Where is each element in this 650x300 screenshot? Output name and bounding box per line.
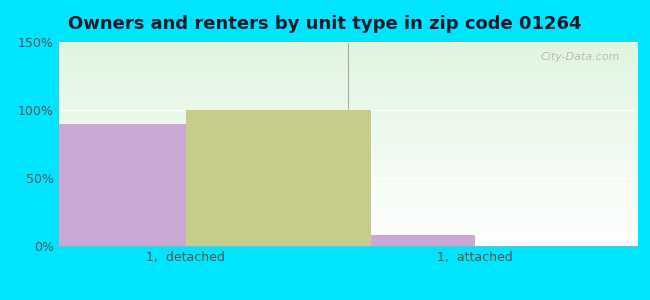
Bar <box>1 124 186 246</box>
Text: Owners and renters by unit type in zip code 01264: Owners and renters by unit type in zip c… <box>68 15 582 33</box>
Bar <box>290 235 475 246</box>
Bar <box>186 110 371 246</box>
Legend: Owner occupied units, Renter occupied units: Owner occupied units, Renter occupied un… <box>176 297 520 300</box>
Text: City-Data.com: City-Data.com <box>540 52 619 62</box>
